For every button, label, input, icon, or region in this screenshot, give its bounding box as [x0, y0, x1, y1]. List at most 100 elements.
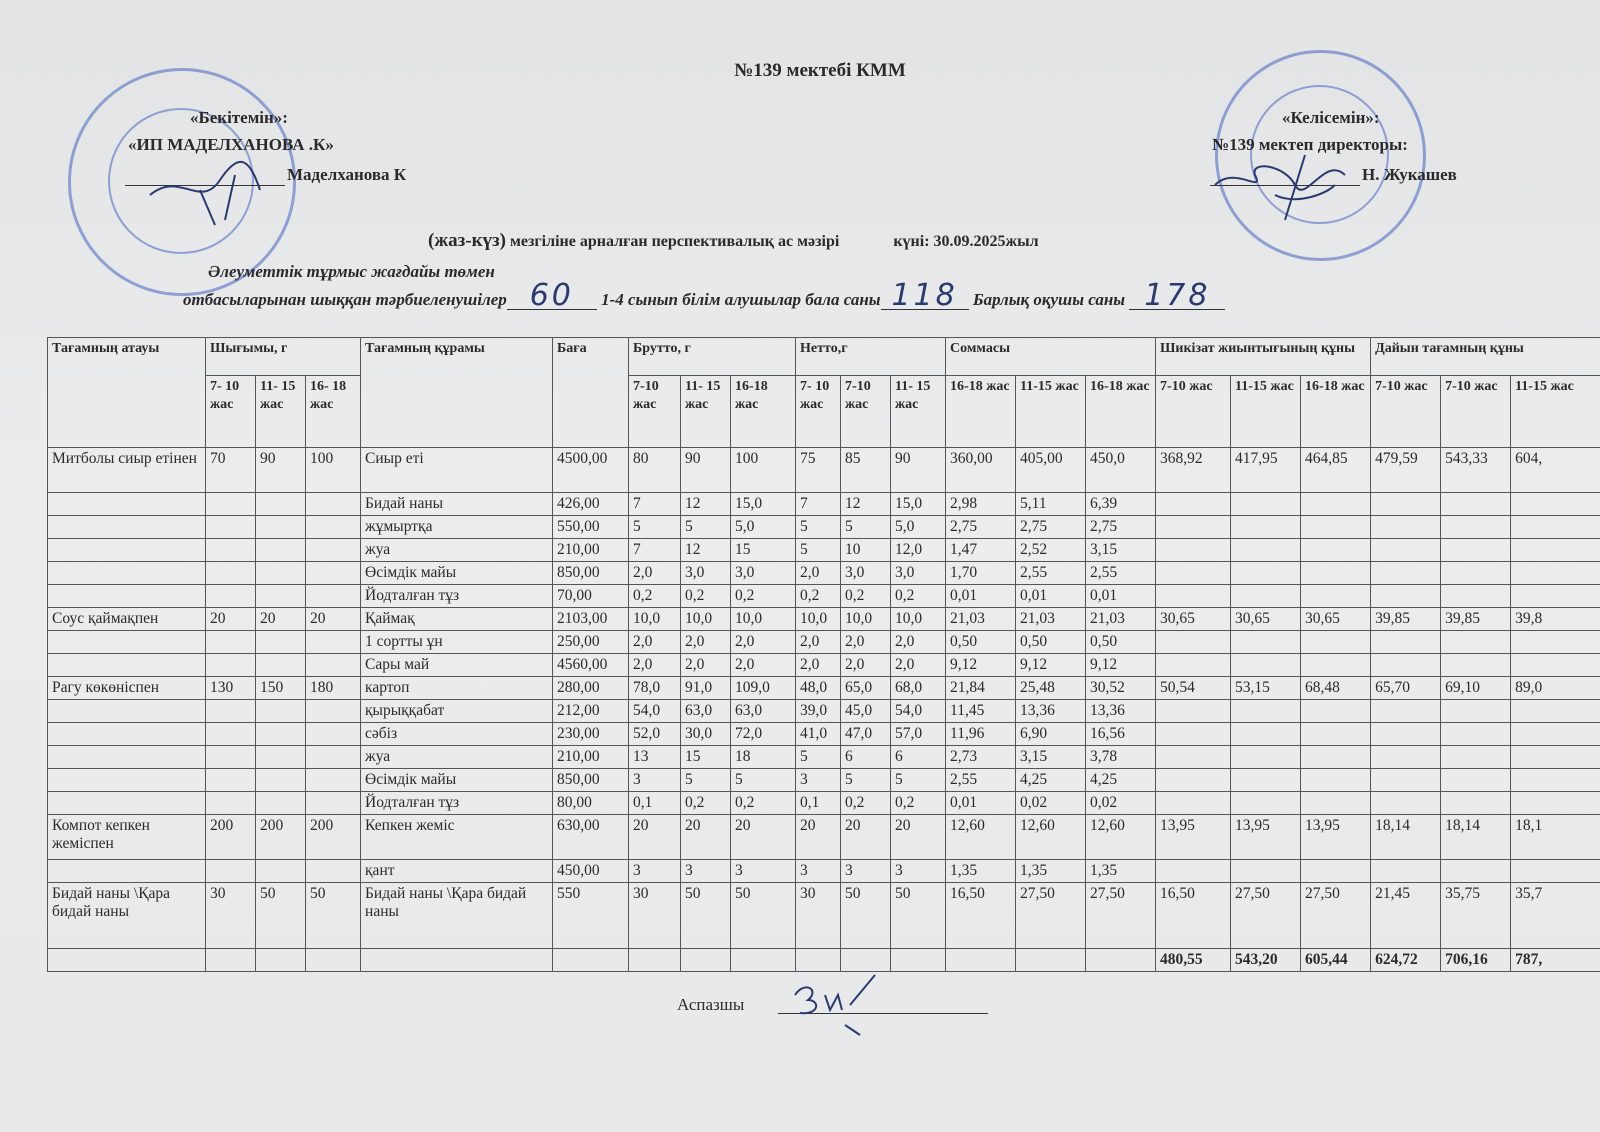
- netto-cell: 90: [890, 447, 947, 493]
- brutto-cell: 5: [680, 515, 732, 539]
- table-row: Өсімдік майы 850,00 3 5 5 3 5 5 2,55 4,25 4,25: [47, 768, 1600, 792]
- sum-cell: 2,73: [945, 745, 1017, 769]
- sum-cell: 1,47: [945, 538, 1017, 562]
- col-sum: Соммасы: [945, 337, 1157, 376]
- table-row: Йодталған тұз 70,00 0,2 0,2 0,2 0,2 0,2 0,2 0,01…: [47, 584, 1600, 608]
- raw-cell: [1230, 768, 1302, 792]
- season: (жаз-күз): [428, 230, 506, 251]
- ready-cell: [1440, 768, 1512, 792]
- sum-cell: 25,48: [1015, 676, 1087, 700]
- price-cell: 280,00: [552, 676, 630, 700]
- brutto-cell: 10,0: [680, 607, 732, 631]
- yield-cell: [255, 722, 306, 746]
- brutto-cell: 2,0: [680, 653, 732, 677]
- sum-cell: 2,98: [945, 492, 1017, 516]
- netto-cell: 75: [795, 447, 842, 493]
- raw-cell: [1300, 745, 1372, 769]
- table-row: қырыққабат 212,00 54,0 63,0 63,0 39,0 45,0 54,0…: [47, 699, 1600, 723]
- brutto-cell: 0,2: [730, 584, 797, 608]
- yield-cell: [255, 538, 306, 562]
- dish-name: Соус қаймақпен: [47, 607, 206, 631]
- brutto-cell: 91,0: [680, 676, 732, 700]
- left-stamp: [68, 68, 296, 296]
- subheader-brutto-1: 11- 15 жас: [680, 375, 732, 448]
- netto-cell: 2,0: [840, 653, 892, 677]
- approve-org: «ИП МАДЕЛХАНОВА .К»: [128, 135, 334, 154]
- sum-cell: 2,55: [1015, 561, 1087, 585]
- raw-cell: [1300, 515, 1372, 539]
- brutto-cell: 15: [730, 538, 797, 562]
- sum-cell: 360,00: [945, 447, 1017, 493]
- empty-cell: [795, 948, 842, 972]
- sum-cell: 0,01: [1085, 584, 1157, 608]
- netto-cell: 85: [840, 447, 892, 493]
- netto-cell: 5,0: [890, 515, 947, 539]
- yield-cell: 100: [304, 447, 362, 493]
- ready-cell: 35,75: [1440, 882, 1512, 949]
- brutto-cell: 90: [680, 447, 732, 493]
- brutto-cell: 2,0: [628, 630, 682, 654]
- netto-cell: 30: [795, 882, 842, 949]
- yield-cell: [205, 768, 256, 792]
- sum-cell: 9,12: [945, 653, 1017, 677]
- raw-cell: [1300, 584, 1372, 608]
- dish-name: [47, 859, 206, 883]
- price-cell: 850,00: [552, 768, 630, 792]
- raw-cell: [1155, 630, 1232, 654]
- brutto-cell: 5,0: [730, 515, 797, 539]
- yield-cell: [304, 584, 362, 608]
- col-price: Баға: [552, 337, 630, 448]
- sum-cell: 4,25: [1085, 768, 1157, 792]
- table-row: Сары май 4560,00 2,0 2,0 2,0 2,0 2,0 2,0 9,12 9,1…: [47, 653, 1600, 677]
- ingredient-name: Өсімдік майы: [360, 561, 554, 585]
- brutto-cell: 20: [730, 814, 797, 860]
- raw-cell: [1155, 791, 1232, 815]
- netto-cell: 3,0: [890, 561, 947, 585]
- total-raw-cell: 480,55: [1155, 948, 1232, 972]
- price-cell: 210,00: [552, 745, 630, 769]
- empty-cell: [680, 948, 732, 972]
- sum-cell: 2,75: [1085, 515, 1157, 539]
- netto-cell: 0,2: [890, 584, 947, 608]
- empty-cell: [205, 948, 256, 972]
- netto-cell: 0,2: [795, 584, 842, 608]
- empty-cell: [890, 948, 947, 972]
- right-stamp-inner: [1250, 85, 1389, 224]
- ready-cell: [1440, 722, 1512, 746]
- yield-cell: [255, 492, 306, 516]
- yield-cell: [255, 630, 306, 654]
- ready-cell: [1440, 538, 1512, 562]
- netto-cell: 5: [795, 745, 842, 769]
- sum-cell: 3,15: [1085, 538, 1157, 562]
- dish-name: [47, 745, 206, 769]
- col-brutto: Брутто, г: [628, 337, 797, 376]
- netto-cell: 0,2: [840, 791, 892, 815]
- raw-cell: [1300, 630, 1372, 654]
- yield-cell: [255, 791, 306, 815]
- sum-cell: 1,35: [1085, 859, 1157, 883]
- dish-name: [47, 630, 206, 654]
- raw-cell: 464,85: [1300, 447, 1372, 493]
- sum-cell: 21,03: [945, 607, 1017, 631]
- dish-name: Компот кепкен жеміспен: [47, 814, 206, 860]
- ready-cell: [1370, 745, 1442, 769]
- yield-cell: [304, 630, 362, 654]
- ready-cell: [1440, 653, 1512, 677]
- netto-cell: 0,2: [840, 584, 892, 608]
- date-value: 30.09.2025жыл: [933, 233, 1039, 250]
- raw-cell: [1155, 745, 1232, 769]
- sum-cell: 405,00: [1015, 447, 1087, 493]
- yield-cell: 200: [255, 814, 306, 860]
- brutto-cell: 7: [628, 492, 682, 516]
- yield-cell: [255, 745, 306, 769]
- netto-cell: 5: [795, 538, 842, 562]
- netto-cell: 20: [890, 814, 947, 860]
- yield-cell: 90: [255, 447, 306, 493]
- ready-cell: 69,10: [1440, 676, 1512, 700]
- raw-cell: [1230, 492, 1302, 516]
- ready-cell: [1370, 492, 1442, 516]
- brutto-cell: 2,0: [680, 630, 732, 654]
- ready-cell: 39,85: [1440, 607, 1512, 631]
- table-row: қант 450,00 3 3 3 3 3 3 1,35 1,35 1,35: [47, 859, 1600, 883]
- yield-cell: [205, 630, 256, 654]
